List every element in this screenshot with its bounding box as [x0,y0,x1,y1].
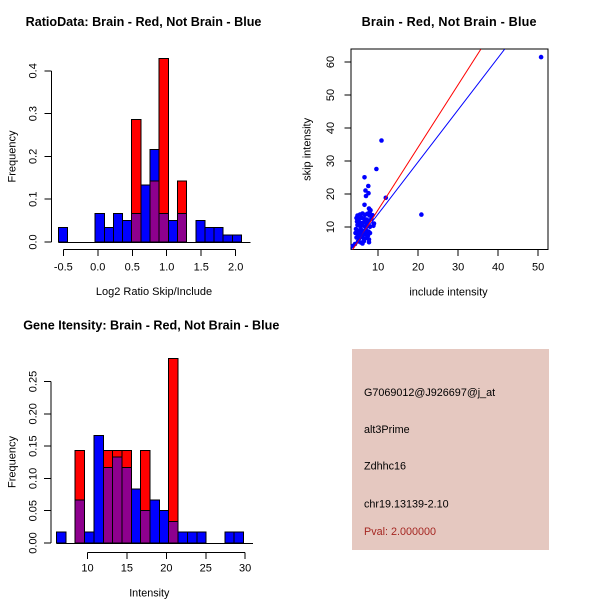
svg-text:0.0: 0.0 [28,234,40,249]
svg-text:1.5: 1.5 [194,262,209,274]
svg-text:Pval: 2.000000: Pval: 2.000000 [364,526,436,538]
svg-text:0.10: 0.10 [28,468,40,489]
svg-text:Log2 Ratio Skip/Include: Log2 Ratio Skip/Include [96,286,212,298]
svg-text:30: 30 [452,261,464,273]
svg-text:0.2: 0.2 [28,149,40,164]
svg-text:50: 50 [325,89,337,101]
svg-text:15: 15 [121,563,133,575]
svg-text:20: 20 [160,563,172,575]
svg-text:0.4: 0.4 [28,63,40,78]
svg-text:60: 60 [325,56,337,68]
svg-text:0.0: 0.0 [90,262,105,274]
svg-text:0.15: 0.15 [28,435,40,456]
svg-text:RatioData: Brain - Red, Not Br: RatioData: Brain - Red, Not Brain - Blue [26,15,262,29]
svg-text:40: 40 [325,122,337,134]
svg-text:30: 30 [325,155,337,167]
svg-text:0.25: 0.25 [28,371,40,392]
svg-text:alt3Prime: alt3Prime [364,424,410,436]
svg-text:40: 40 [492,261,504,273]
svg-text:10: 10 [372,261,384,273]
svg-text:1.0: 1.0 [159,262,174,274]
svg-text:0.20: 0.20 [28,403,40,424]
svg-text:50: 50 [532,261,544,273]
svg-text:include intensity: include intensity [409,287,488,299]
svg-text:30: 30 [239,563,251,575]
svg-text:Frequency: Frequency [7,130,19,182]
svg-text:Frequency: Frequency [7,436,19,488]
svg-text:2.0: 2.0 [228,262,243,274]
svg-text:0.05: 0.05 [28,500,40,521]
svg-text:10: 10 [81,563,93,575]
svg-text:-0.5: -0.5 [54,262,73,274]
svg-text:0.5: 0.5 [125,262,140,274]
svg-text:Zdhhc16: Zdhhc16 [364,461,406,473]
svg-text:Brain - Red, Not Brain - Blue: Brain - Red, Not Brain - Blue [362,15,537,29]
svg-text:0.00: 0.00 [28,532,40,553]
svg-text:0.3: 0.3 [28,106,40,121]
svg-text:20: 20 [412,261,424,273]
svg-text:20: 20 [325,188,337,200]
svg-text:0.1: 0.1 [28,192,40,207]
svg-text:chr19.13139-2.10: chr19.13139-2.10 [364,499,449,511]
svg-text:25: 25 [200,563,212,575]
svg-text:skip intensity: skip intensity [302,117,314,180]
svg-text:10: 10 [325,221,337,233]
svg-text:Gene Itensity: Brain - Red, No: Gene Itensity: Brain - Red, Not Brain - … [23,319,279,333]
svg-text:Intensity: Intensity [129,588,170,600]
svg-text:G7069012@J926697@j_at: G7069012@J926697@j_at [364,387,495,399]
